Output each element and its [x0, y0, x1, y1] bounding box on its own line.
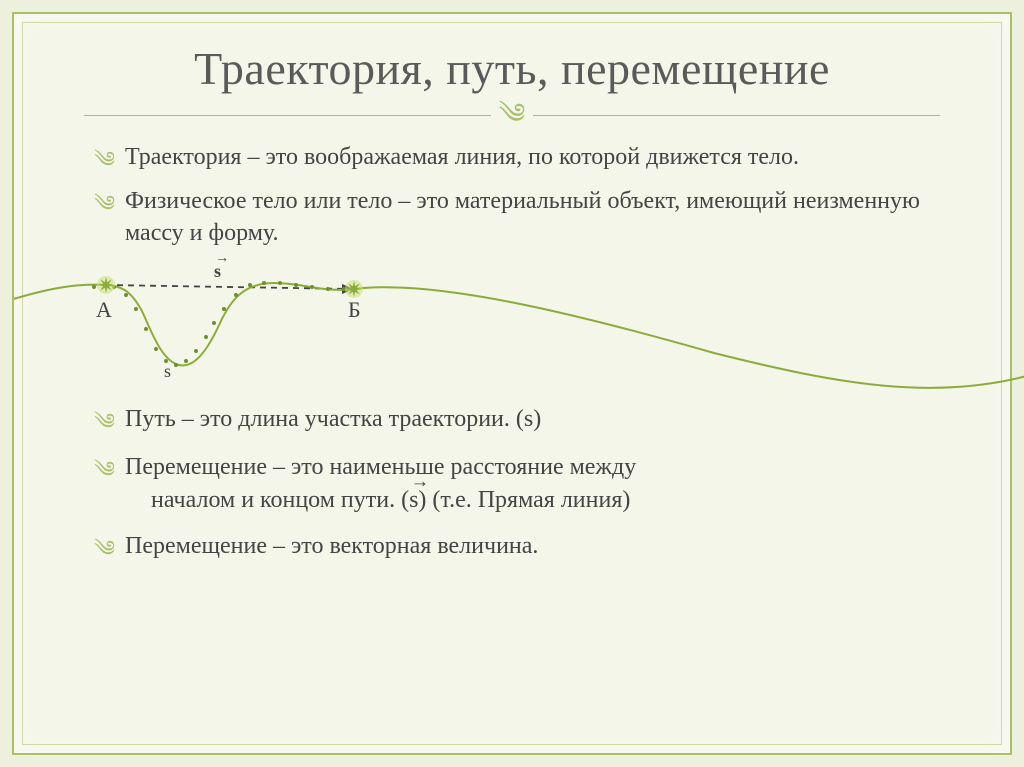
label-b: Б: [348, 295, 361, 325]
label-a: А: [96, 295, 112, 325]
slide-frame: Траектория, путь, перемещение ༄ ༄ Траект…: [12, 12, 1012, 755]
label-s-vector: s: [214, 259, 221, 283]
marker-a-icon: [97, 276, 115, 294]
symbol-s-vector: s: [409, 484, 418, 516]
label-s-path: s: [164, 359, 171, 383]
trajectory-diagram: А Б s s: [14, 253, 1010, 393]
